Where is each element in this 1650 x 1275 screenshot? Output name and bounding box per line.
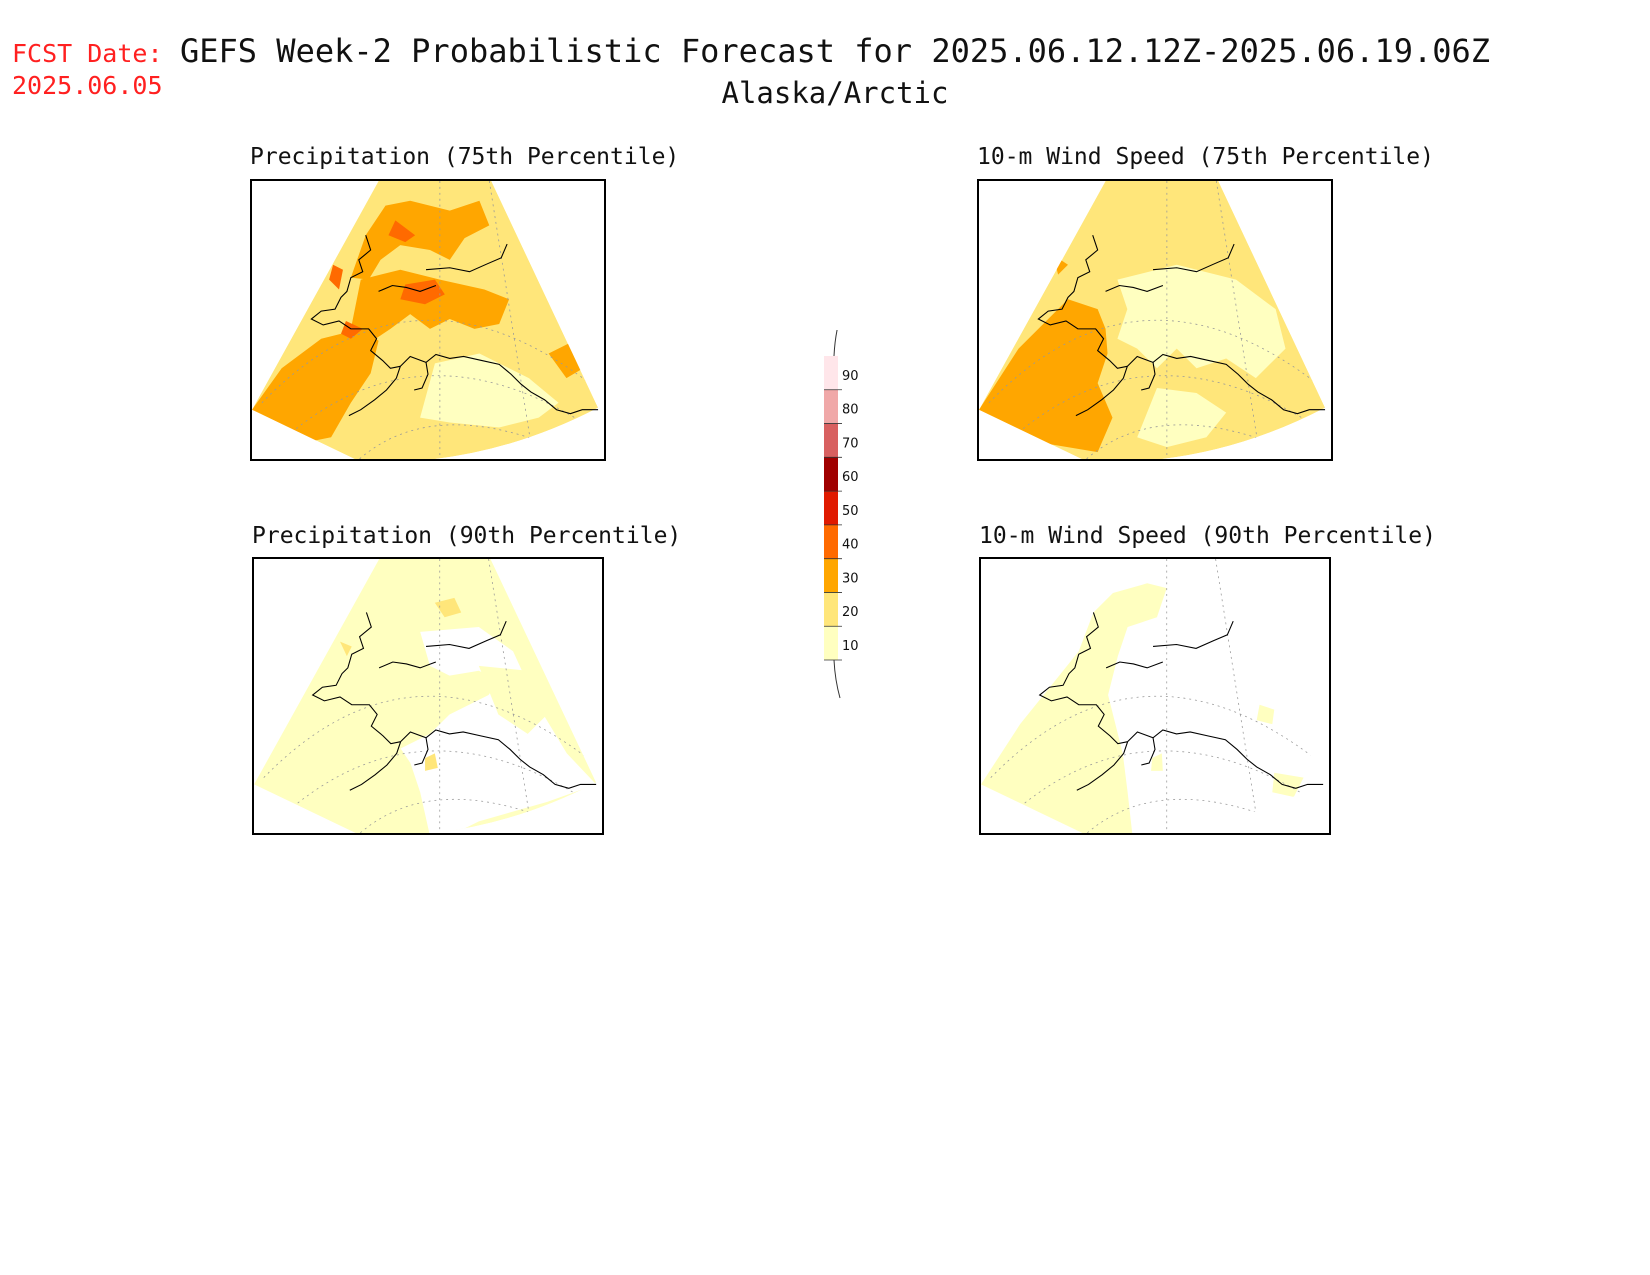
colorbar-bottom-end (833, 659, 841, 699)
probability-contour-fill (981, 583, 1167, 833)
colorbar-label-80: 80 (842, 403, 859, 418)
coastline (414, 362, 429, 391)
colorbar-label-30: 30 (842, 571, 859, 586)
graticule-line (350, 424, 579, 459)
map-wind-90 (979, 557, 1331, 835)
coastline (399, 353, 599, 415)
coastline (1075, 366, 1128, 417)
graticule-line (988, 319, 1326, 404)
graticule-line (263, 695, 597, 778)
colorbar-label-90: 90 (842, 369, 859, 384)
coastline (349, 741, 402, 791)
coastline (1141, 737, 1156, 766)
coastline (1105, 661, 1164, 669)
coastline (1105, 284, 1164, 292)
graticule-line (990, 695, 1324, 778)
colorbar-swatch-90 (824, 356, 838, 390)
colorbar-label-50: 50 (842, 504, 859, 519)
coastline (1152, 243, 1235, 273)
map-canvas (979, 181, 1326, 459)
coastline (1141, 362, 1156, 391)
forecast-date-label: FCST Date: (12, 39, 163, 68)
probability-contour-fill (478, 665, 548, 734)
forecast-date-block: FCST Date: 2025.06.05 (12, 38, 163, 102)
graticule-line (1215, 181, 1262, 459)
coastline (414, 737, 429, 766)
graticule-line (488, 181, 535, 459)
probability-colorbar: 10 20 30 40 50 60 70 80 90 (824, 330, 859, 699)
colorbar-label-40: 40 (842, 538, 859, 553)
coastline (378, 661, 437, 669)
colorbar-swatch-20 (824, 592, 838, 627)
colorbar-label-10: 10 (842, 639, 859, 654)
coastline (1126, 353, 1326, 415)
probability-contour-fill (350, 269, 510, 339)
graticule-line (261, 319, 599, 404)
probability-contour-fill (434, 597, 462, 618)
colorbar-swatch-70 (824, 423, 838, 458)
region-subtitle: Alaska/Arctic (721, 76, 949, 110)
forecast-date-value: 2025.06.05 (12, 71, 163, 100)
main-title: GEFS Week-2 Probabilistic Forecast for 2… (179, 32, 1491, 70)
probability-contour-fill (1137, 388, 1227, 448)
probability-contour-fill (388, 220, 416, 243)
probability-contour-fill (1117, 264, 1286, 379)
colorbar-label-60: 60 (842, 470, 859, 485)
panel-title-precip-90: Precipitation (90th Percentile) (252, 523, 682, 549)
panel-title-wind-90: 10-m Wind Speed (90th Percentile) (979, 523, 1436, 549)
probability-contour-fill (548, 343, 584, 379)
probability-contour-fill (400, 279, 445, 305)
colorbar-swatch-10 (824, 626, 838, 660)
coastline (1037, 235, 1128, 369)
colorbar-swatch-80 (824, 389, 838, 424)
graticule-line (488, 559, 533, 833)
colorbar-label-20: 20 (842, 605, 859, 620)
probability-contour-fill (350, 200, 490, 280)
colorbar-label-70: 70 (842, 436, 859, 451)
coastline (426, 620, 507, 649)
map-canvas (981, 559, 1324, 833)
graticule-line (1077, 424, 1306, 459)
map-precip-75 (250, 179, 606, 461)
colorbar-top-end (833, 330, 838, 357)
probability-contour-fill (1272, 772, 1304, 798)
map-wind-75 (977, 179, 1333, 461)
coastline (348, 366, 401, 417)
probability-contour-fill (425, 753, 438, 771)
probability-contour-fill (252, 328, 379, 443)
probability-contour-fill (420, 353, 559, 428)
map-precip-90 (252, 557, 604, 835)
panel-title-wind-75: 10-m Wind Speed (75th Percentile) (977, 144, 1434, 170)
coastline (310, 235, 401, 369)
coastline (1153, 620, 1234, 649)
coastline (425, 243, 508, 273)
map-canvas (252, 181, 599, 459)
graticule-line (351, 799, 577, 833)
panel-title-precip-75: Precipitation (75th Percentile) (250, 144, 680, 170)
probability-contour-fill (1151, 753, 1163, 771)
probability-contour-fill (340, 641, 352, 657)
colorbar-swatch-40 (824, 524, 838, 559)
probability-contour-fill (1256, 704, 1275, 725)
coastline (1127, 729, 1324, 789)
probability-contour-fill (329, 264, 343, 290)
map-canvas (254, 559, 597, 833)
coastline (311, 612, 401, 745)
coastline (1038, 612, 1128, 745)
coastline (378, 284, 437, 292)
coastline (400, 729, 597, 789)
probability-contour-fill (400, 627, 597, 833)
coastline (1076, 741, 1129, 791)
colorbar-swatch-50 (824, 491, 838, 525)
colorbar-swatch-30 (824, 558, 838, 593)
graticule-line (1078, 799, 1304, 833)
graticule-line (1215, 559, 1260, 833)
colorbar-swatch-60 (824, 457, 838, 492)
